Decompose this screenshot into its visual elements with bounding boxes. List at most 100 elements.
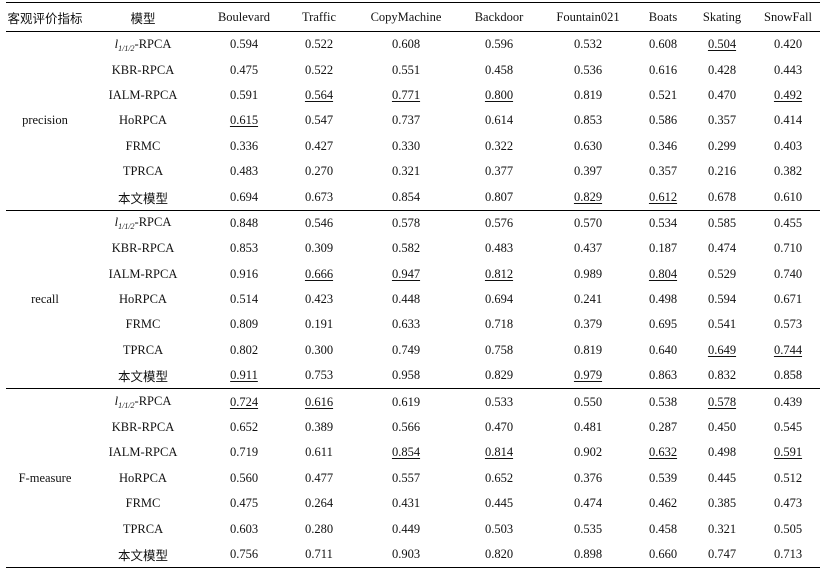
model-name: TPRCA (122, 164, 164, 179)
value-cell: 0.710 (773, 241, 803, 256)
table-row: KBR-RPCA 0.853 0.309 0.582 0.483 0.437 0.187 0.… (6, 236, 820, 261)
value-cell: 0.566 (391, 420, 421, 435)
value-cell: 0.321 (391, 164, 421, 179)
value-cell: 0.445 (707, 470, 737, 485)
value-cell: 0.481 (573, 420, 603, 435)
value-cell: 0.853 (229, 241, 259, 256)
value-cell: 0.979 (573, 368, 603, 383)
value-cell: 0.443 (773, 62, 803, 77)
value-cell: 0.632 (648, 445, 678, 460)
value-cell: 0.578 (707, 394, 737, 409)
value-cell: 0.902 (573, 445, 603, 460)
value-cell: 0.719 (229, 445, 259, 460)
value-cell: 0.573 (773, 317, 803, 332)
value-cell: 0.427 (304, 138, 334, 153)
value-cell: 0.336 (229, 138, 259, 153)
header-snowfall: SnowFall (764, 9, 812, 24)
model-name: IALM-RPCA (108, 87, 178, 102)
value-cell: 0.578 (391, 215, 421, 230)
value-cell: 0.671 (773, 292, 803, 307)
value-cell: 0.376 (573, 470, 603, 485)
value-cell: 0.660 (648, 547, 678, 561)
value-cell: 0.829 (484, 368, 514, 383)
value-cell: 0.475 (229, 496, 259, 511)
value-cell: 0.711 (305, 547, 333, 561)
value-cell: 0.431 (391, 496, 421, 511)
value-cell: 0.596 (484, 37, 514, 52)
value-cell: 0.591 (229, 87, 259, 102)
value-cell: 0.800 (484, 87, 514, 102)
value-cell: 0.357 (648, 164, 678, 179)
value-cell: 0.492 (773, 87, 803, 102)
value-cell: 0.564 (304, 87, 334, 102)
value-cell: 0.718 (484, 317, 514, 332)
value-cell: 0.357 (707, 113, 737, 128)
value-cell: 0.807 (484, 189, 514, 204)
header-model: 模型 (130, 11, 156, 26)
value-cell: 0.666 (304, 266, 334, 281)
value-cell: 0.612 (648, 189, 678, 204)
value-cell: 0.346 (648, 138, 678, 153)
value-cell: 0.673 (304, 189, 334, 204)
value-cell: 0.812 (484, 266, 514, 281)
value-cell: 0.989 (573, 266, 603, 281)
model-label: -RPCA (134, 36, 172, 51)
table-row: TPRCA 0.483 0.270 0.321 0.377 0.397 0.357 0.216… (6, 159, 820, 184)
value-cell: 0.771 (391, 87, 421, 102)
value-cell: 0.473 (773, 496, 803, 511)
value-cell: 0.744 (773, 342, 803, 357)
value-cell: 0.570 (573, 215, 603, 230)
value-cell: 0.819 (573, 87, 603, 102)
value-cell: 0.403 (773, 138, 803, 153)
value-cell: 0.449 (391, 521, 421, 536)
value-cell: 0.382 (773, 164, 803, 179)
value-cell: 0.529 (707, 266, 737, 281)
model-name: 本文模型 (117, 191, 168, 206)
value-cell: 0.848 (229, 215, 259, 230)
table-row: precision l1/1/2-RPCA 0.594 0.522 0.608 0.596… (6, 32, 820, 128)
value-cell: 0.832 (707, 368, 737, 383)
value-cell: 0.474 (573, 496, 603, 511)
value-cell: 0.611 (305, 445, 333, 460)
value-cell: 0.498 (707, 445, 737, 460)
value-cell: 0.829 (573, 189, 603, 204)
value-cell: 0.522 (304, 62, 334, 77)
model-name: l1/1/2-RPCA (84, 32, 202, 58)
value-cell: 0.551 (391, 62, 421, 77)
value-cell: 0.280 (304, 521, 334, 536)
value-cell: 0.608 (648, 37, 678, 52)
model-name: KBR-RPCA (111, 420, 175, 435)
value-cell: 0.591 (773, 445, 803, 460)
model-name: FRMC (125, 138, 161, 153)
value-cell: 0.445 (484, 496, 514, 511)
value-cell: 0.809 (229, 317, 259, 332)
model-name: IALM-RPCA (108, 445, 178, 460)
value-cell: 0.853 (573, 113, 603, 128)
value-cell: 0.758 (484, 342, 514, 357)
value-cell: 0.377 (484, 164, 514, 179)
value-cell: 0.264 (304, 496, 334, 511)
value-cell: 0.898 (573, 547, 603, 561)
value-cell: 0.615 (229, 113, 259, 128)
table-row: 本文模型 0.756 0.711 0.903 0.820 0.898 0.660 0.747 0… (6, 542, 820, 568)
value-cell: 0.603 (229, 521, 259, 536)
table-row: recall l1/1/2-RPCA 0.848 0.546 0.578 0.576 0.5… (6, 210, 820, 306)
model-name: HoRPCA (119, 113, 167, 128)
value-cell: 0.854 (391, 189, 421, 204)
header-boulevard: Boulevard (217, 9, 271, 24)
value-cell: 0.749 (391, 342, 421, 357)
value-cell: 0.854 (391, 445, 421, 460)
value-cell: 0.858 (773, 368, 803, 383)
value-cell: 0.270 (304, 164, 334, 179)
value-cell: 0.814 (484, 445, 514, 460)
value-cell: 0.550 (573, 394, 603, 409)
value-cell: 0.287 (648, 420, 678, 435)
value-cell: 0.437 (573, 241, 603, 256)
value-cell: 0.458 (484, 62, 514, 77)
value-cell: 0.652 (484, 470, 514, 485)
value-cell: 0.514 (229, 292, 259, 307)
model-subscript: 1/1/2 (118, 43, 135, 53)
metric-label: precision (22, 113, 68, 128)
header-traffic: Traffic (301, 9, 337, 24)
value-cell: 0.241 (573, 292, 603, 307)
